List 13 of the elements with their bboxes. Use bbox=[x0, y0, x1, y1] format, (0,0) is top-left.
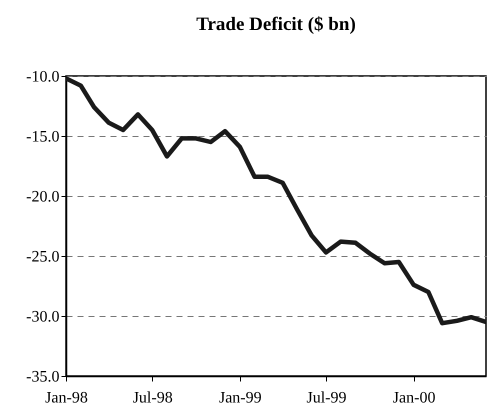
y-tick-label: -30.0 bbox=[26, 308, 60, 326]
y-tick-label: -35.0 bbox=[26, 368, 60, 386]
x-tick-label: Jan-00 bbox=[392, 390, 436, 406]
chart-title: Trade Deficit ($ bn) bbox=[196, 14, 356, 35]
y-tick-label: -25.0 bbox=[26, 248, 60, 266]
y-tick-label: -15.0 bbox=[26, 128, 60, 146]
line-series bbox=[66, 76, 486, 326]
x-tick-label: Jan-98 bbox=[45, 390, 88, 406]
y-tick-label: -10.0 bbox=[26, 68, 60, 86]
y-tick-label: -20.0 bbox=[26, 188, 60, 206]
x-tick-label: Jul-99 bbox=[306, 390, 346, 406]
x-tick-label: Jan-99 bbox=[218, 390, 262, 406]
x-tick-label: Jul-98 bbox=[132, 390, 173, 406]
